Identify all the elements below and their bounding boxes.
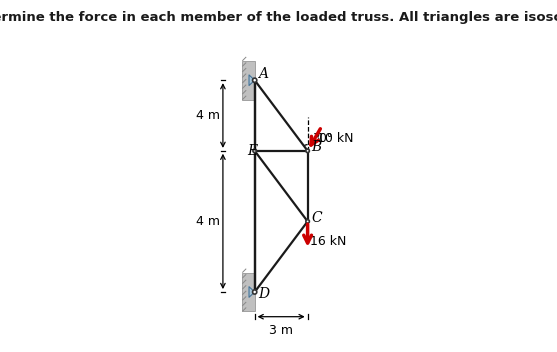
Text: B: B bbox=[311, 140, 322, 154]
Text: 3 m: 3 m bbox=[269, 324, 293, 337]
Circle shape bbox=[252, 290, 257, 294]
Text: Determine the force in each member of the loaded truss. All triangles are isosce: Determine the force in each member of th… bbox=[0, 11, 557, 24]
Text: C: C bbox=[311, 211, 322, 225]
Circle shape bbox=[253, 149, 256, 152]
Circle shape bbox=[306, 220, 309, 223]
Text: 30°: 30° bbox=[312, 132, 333, 145]
Text: D: D bbox=[258, 287, 269, 301]
Text: 4 m: 4 m bbox=[196, 215, 220, 228]
Text: A: A bbox=[258, 67, 268, 81]
Polygon shape bbox=[249, 287, 255, 297]
Text: 10 kN: 10 kN bbox=[317, 132, 354, 145]
Text: 4 m: 4 m bbox=[196, 109, 220, 122]
Polygon shape bbox=[249, 75, 255, 86]
Text: E: E bbox=[247, 144, 257, 158]
Bar bbox=[242, 61, 255, 100]
Circle shape bbox=[252, 78, 257, 82]
Bar bbox=[242, 272, 255, 312]
Text: 16 kN: 16 kN bbox=[310, 235, 346, 248]
Circle shape bbox=[306, 149, 309, 152]
